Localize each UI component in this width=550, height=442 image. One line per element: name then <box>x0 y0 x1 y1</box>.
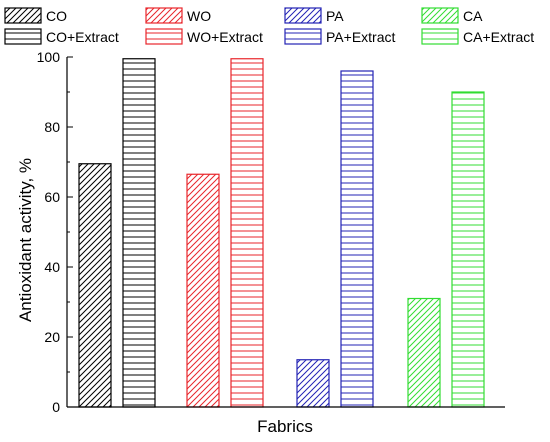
y-tick-label: 100 <box>37 49 61 65</box>
y-axis-label: Antioxidant activity, % <box>16 158 35 322</box>
bar-wo-extract <box>230 58 264 408</box>
y-tick-label: 20 <box>44 329 60 345</box>
axes: 0 20 40 60 80 100 <box>37 49 505 415</box>
legend: CO CO+Extract WO WO+Extract PA PA+Extract CA CA… <box>4 7 534 45</box>
x-axis-label: Fabrics <box>257 417 313 436</box>
legend-label: CA <box>463 8 483 24</box>
y-tick-label: 80 <box>44 119 60 135</box>
legend-label: CO+Extract <box>46 29 119 45</box>
bar-co-extract <box>122 58 156 408</box>
legend-swatch <box>284 28 322 45</box>
legend-label: WO+Extract <box>187 29 263 45</box>
legend-swatch <box>4 28 42 45</box>
legend-label: CO <box>46 8 67 24</box>
bar-ca-extract <box>451 91 485 408</box>
legend-label: PA <box>326 8 344 24</box>
legend-swatch <box>421 28 459 45</box>
legend-swatch <box>284 7 322 24</box>
legend-swatch <box>145 28 183 45</box>
bar-co <box>78 163 112 408</box>
legend-label: WO <box>187 8 211 24</box>
bar-ca <box>407 297 441 408</box>
y-tick-label: 40 <box>44 259 60 275</box>
legend-label: PA+Extract <box>326 29 395 45</box>
legend-swatch <box>145 7 183 24</box>
bar-pa <box>296 359 330 408</box>
bar-wo <box>186 173 220 408</box>
legend-label: CA+Extract <box>463 29 534 45</box>
plot-area <box>78 58 485 408</box>
y-tick-label: 60 <box>44 189 60 205</box>
legend-swatch <box>421 7 459 24</box>
legend-swatch <box>4 7 42 24</box>
y-tick-label: 0 <box>52 399 60 415</box>
bar-pa-extract <box>340 70 374 408</box>
